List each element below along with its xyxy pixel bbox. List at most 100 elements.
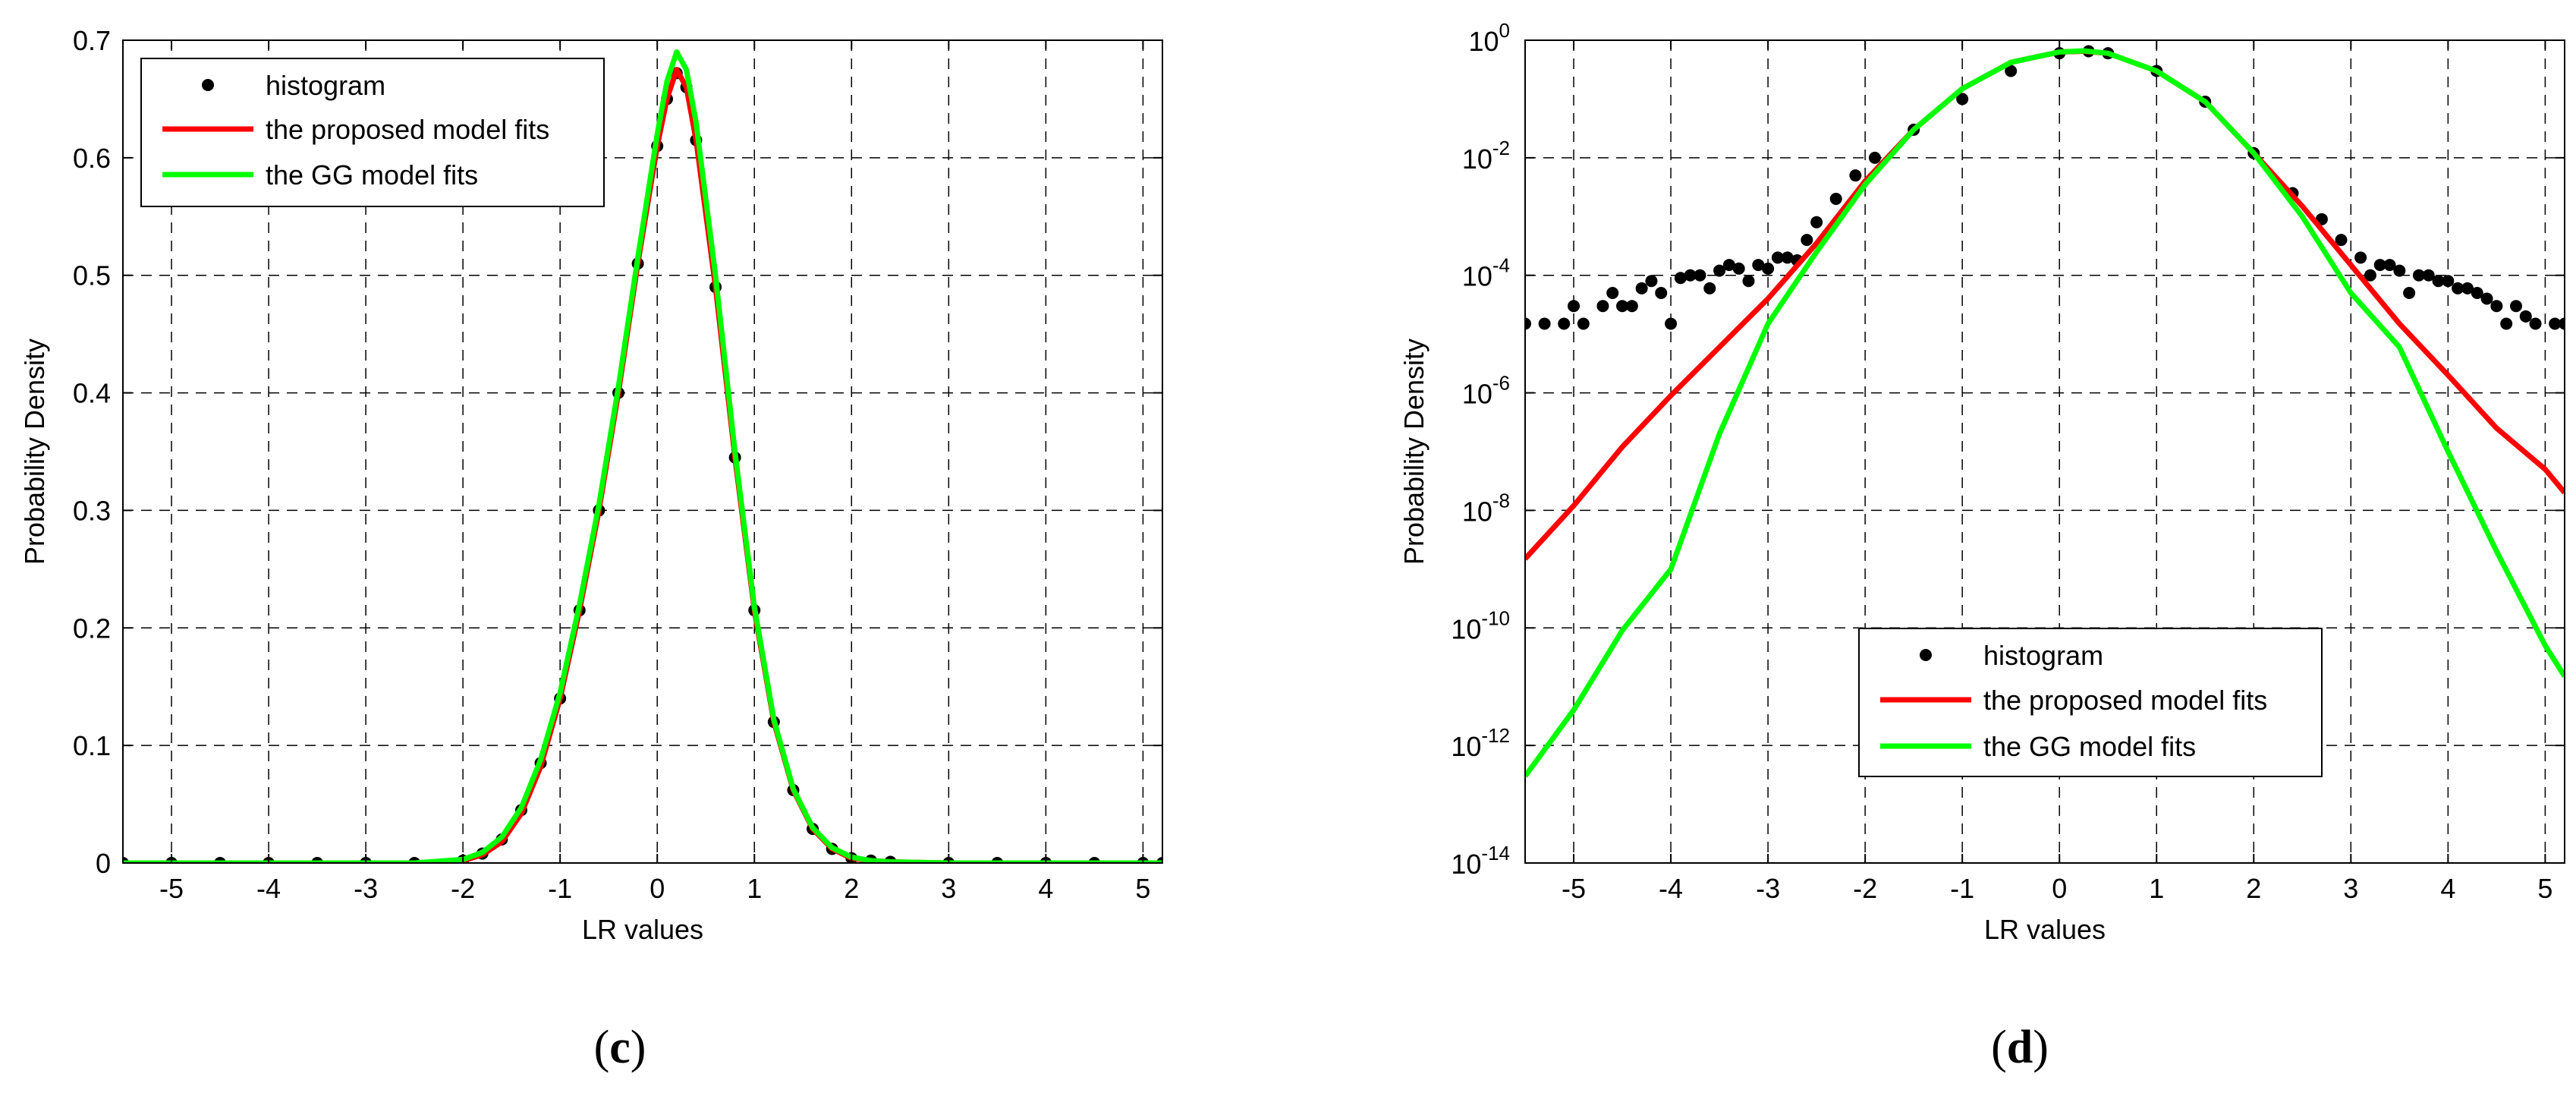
d-histogram-point xyxy=(1771,251,1784,264)
d-xtick-label: 2 xyxy=(2246,873,2261,904)
panel-d-caption-letter: d xyxy=(2007,1022,2033,1073)
d-ytick-exponent: -2 xyxy=(1492,137,1510,159)
d-ytick-base: 10 xyxy=(1462,261,1492,292)
d-ytick-base: 10 xyxy=(1462,496,1492,527)
d-histogram-point xyxy=(1625,300,1638,313)
d-series-group xyxy=(1525,45,2565,778)
d-histogram-point xyxy=(2383,259,2396,272)
d-histogram-point xyxy=(2354,251,2367,264)
d-histogram-point xyxy=(1801,234,1813,247)
d-histogram-point xyxy=(1684,269,1697,282)
d-ytick-label: 10-4 xyxy=(1462,254,1510,292)
d-histogram-point xyxy=(1635,282,1648,294)
d-histogram-point xyxy=(2559,317,2565,330)
c-xtick-label: 5 xyxy=(1135,873,1150,904)
d-xtick-label: 4 xyxy=(2440,873,2455,904)
panel-d-caption: (d) xyxy=(1991,1022,2049,1073)
c-xtick-label: 2 xyxy=(844,873,859,904)
d-histogram-point xyxy=(2452,282,2464,294)
panel-c-xlabel: LR values xyxy=(582,914,703,945)
d-ytick-base: 10 xyxy=(1468,26,1499,57)
panel-d-legend-marker-histogram xyxy=(1920,649,1932,661)
d-gg-model-line xyxy=(1525,48,2565,778)
d-ytick-label: 10-10 xyxy=(1451,606,1510,644)
d-histogram-point xyxy=(2480,292,2493,305)
d-ytick-exponent: -14 xyxy=(1481,842,1510,865)
d-histogram-point xyxy=(1568,300,1581,313)
panel-c-legend-marker-histogram xyxy=(202,79,214,91)
d-histogram-point xyxy=(2500,317,2513,330)
c-ytick-label: 0.5 xyxy=(73,260,111,291)
panel-d-legend: histogram the proposed model fits the GG… xyxy=(1858,628,2323,777)
panel-d-axes-box xyxy=(1524,39,2565,864)
panel-d-xlabel: LR values xyxy=(1984,914,2106,945)
c-gg-model-line xyxy=(123,49,1162,863)
d-histogram-point xyxy=(1577,317,1590,330)
d-ytick-exponent: -12 xyxy=(1481,724,1510,747)
c-ytick-label: 0.3 xyxy=(73,495,111,526)
d-histogram-point xyxy=(1849,169,1862,182)
panel-c-caption: (c) xyxy=(594,1022,646,1073)
panel-d-ticks: -5 -4 -3 -2 -1 0 1 2 3 4 510010-210-410-610-810-10… xyxy=(1451,19,2565,904)
panel-c-axes-box xyxy=(122,39,1163,864)
d-histogram-point xyxy=(1616,300,1629,313)
d-histogram-point xyxy=(2422,269,2435,282)
d-ytick-label: 10-8 xyxy=(1462,489,1510,527)
d-histogram-point xyxy=(1810,216,1823,228)
c-xtick-label: 3 xyxy=(941,873,956,904)
d-xtick-label: -1 xyxy=(1950,873,1974,904)
d-histogram-point xyxy=(1606,287,1619,300)
c-xtick-label: -2 xyxy=(451,873,475,904)
panel-d-legend-histogram: histogram xyxy=(1983,640,2103,671)
d-xtick-label: -5 xyxy=(1562,873,1586,904)
d-histogram-point xyxy=(1722,259,1735,272)
d-histogram-point xyxy=(1665,317,1678,330)
d-ytick-exponent: -4 xyxy=(1492,254,1510,277)
d-histogram-point xyxy=(1674,272,1687,285)
d-ytick-base: 10 xyxy=(1462,379,1492,410)
c-ytick-label: 0 xyxy=(96,848,111,879)
panel-d-chart: -5 -4 -3 -2 -1 0 1 2 3 4 510010-210-410-610-810-10… xyxy=(1398,19,2565,1073)
d-histogram-point xyxy=(1868,151,1881,164)
d-xtick-label: 5 xyxy=(2537,873,2552,904)
d-histogram-point xyxy=(2373,259,2386,272)
panel-d-ylabel: Probability Density xyxy=(1398,339,1430,565)
d-histogram-point xyxy=(2403,287,2416,300)
d-xtick-label: 0 xyxy=(2052,873,2067,904)
d-histogram-point xyxy=(2393,264,2406,277)
d-histogram-point xyxy=(2461,282,2474,294)
panel-d-legend-proposed: the proposed model fits xyxy=(1983,685,2267,716)
panel-d-series xyxy=(1525,45,2565,778)
panel-c-ticks: -5 -4 -3 -2 -1 0 1 2 3 4 5 0 0.1 0.2 0.3 0.4 0.5 0.6 0.7 xyxy=(73,25,1162,904)
d-ytick-base: 10 xyxy=(1451,731,1481,762)
panel-c-series xyxy=(123,49,1162,863)
c-xtick-label: -1 xyxy=(548,873,572,904)
d-xtick-label: 1 xyxy=(2149,873,2164,904)
panel-c-legend: histogram the proposed model fits the GG… xyxy=(140,58,605,207)
d-histogram-point xyxy=(1694,269,1706,282)
d-histogram-point xyxy=(1956,93,1969,106)
d-histogram-point xyxy=(2364,269,2376,282)
d-histogram-point xyxy=(2432,275,2445,288)
d-ytick-label: 10-6 xyxy=(1462,372,1510,410)
panel-c-legend-gg: the GG model fits xyxy=(266,159,478,191)
c-ytick-label: 0.7 xyxy=(73,25,111,56)
d-ytick-exponent: -6 xyxy=(1492,372,1510,395)
d-histogram-point xyxy=(1713,264,1726,277)
d-histogram-point xyxy=(1762,262,1775,275)
panel-c-chart: -5 -4 -3 -2 -1 0 1 2 3 4 5 0 0.1 0.2 0.3 0.4 0.5 0.6 0.7 L… xyxy=(19,25,1163,1073)
d-histogram-point xyxy=(2529,317,2542,330)
c-xtick-label: 1 xyxy=(747,873,762,904)
d-ytick-base: 10 xyxy=(1451,613,1481,644)
c-ytick-label: 0.2 xyxy=(73,613,111,644)
d-ytick-base: 10 xyxy=(1462,143,1492,175)
c-ytick-label: 0.1 xyxy=(73,730,111,761)
d-histogram-point xyxy=(2519,310,2532,323)
d-histogram-point xyxy=(2509,300,2522,313)
d-histogram-point xyxy=(1703,282,1716,294)
d-ytick-label: 10-12 xyxy=(1451,724,1510,762)
c-series-group xyxy=(123,49,1162,863)
d-ytick-exponent: -10 xyxy=(1481,606,1510,629)
panel-c-legend-histogram: histogram xyxy=(266,70,385,101)
